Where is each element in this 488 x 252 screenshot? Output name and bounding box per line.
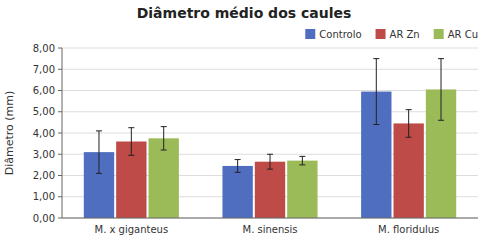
grid-line xyxy=(62,218,478,219)
legend-swatch xyxy=(434,29,444,39)
y-tick xyxy=(58,196,62,197)
y-tick-label: 0,00 xyxy=(33,213,55,224)
y-tick xyxy=(58,69,62,70)
y-tick xyxy=(58,111,62,112)
y-tick xyxy=(58,48,62,49)
error-bar xyxy=(373,59,379,125)
y-tick xyxy=(58,90,62,91)
legend-label: Controlo xyxy=(319,29,361,40)
x-tick-label: M. x giganteus xyxy=(95,224,169,235)
grid-line xyxy=(62,48,478,49)
x-tick-label: M. floridulus xyxy=(378,224,439,235)
legend: Controlo AR Zn AR Cu xyxy=(305,29,478,40)
y-tick-label: 1,00 xyxy=(33,191,55,202)
grid-line xyxy=(62,69,478,70)
y-axis xyxy=(62,48,63,218)
y-tick xyxy=(58,175,62,176)
legend-swatch xyxy=(376,29,386,39)
grid xyxy=(62,48,478,218)
error-bar xyxy=(438,59,444,121)
error-bar xyxy=(406,110,412,138)
grid-line xyxy=(62,111,478,112)
y-tick xyxy=(58,133,62,134)
bar xyxy=(255,162,285,218)
bar xyxy=(287,161,317,218)
legend-label: AR Zn xyxy=(390,29,420,40)
y-tick-label: 2,00 xyxy=(33,170,55,181)
grid-line xyxy=(62,90,478,91)
chart: Diâmetro médio dos caules Diâmetro (mm) 0,… xyxy=(0,0,488,252)
legend-swatch xyxy=(305,29,315,39)
y-tick xyxy=(58,218,62,219)
error-bar xyxy=(96,131,102,174)
error-bar xyxy=(299,156,305,165)
bars xyxy=(84,59,456,218)
y-tick-label: 8,00 xyxy=(33,43,55,54)
bar xyxy=(222,166,252,218)
x-axis xyxy=(62,218,478,219)
y-tick-label: 3,00 xyxy=(33,149,55,160)
y-tick-label: 7,00 xyxy=(33,64,55,75)
y-tick-label: 6,00 xyxy=(33,85,55,96)
title: Diâmetro médio dos caules xyxy=(137,5,352,21)
y-axis-label: Diâmetro (mm) xyxy=(3,91,16,176)
x-tick-label: M. sinensis xyxy=(243,224,298,235)
error-bar xyxy=(267,154,273,169)
y-tick-label: 5,00 xyxy=(33,106,55,117)
legend-label: AR Cu xyxy=(448,29,478,40)
error-bar xyxy=(235,160,241,173)
error-bar xyxy=(161,127,167,150)
error-bar xyxy=(128,128,134,156)
y-tick xyxy=(58,154,62,155)
y-tick-label: 4,00 xyxy=(33,128,55,139)
